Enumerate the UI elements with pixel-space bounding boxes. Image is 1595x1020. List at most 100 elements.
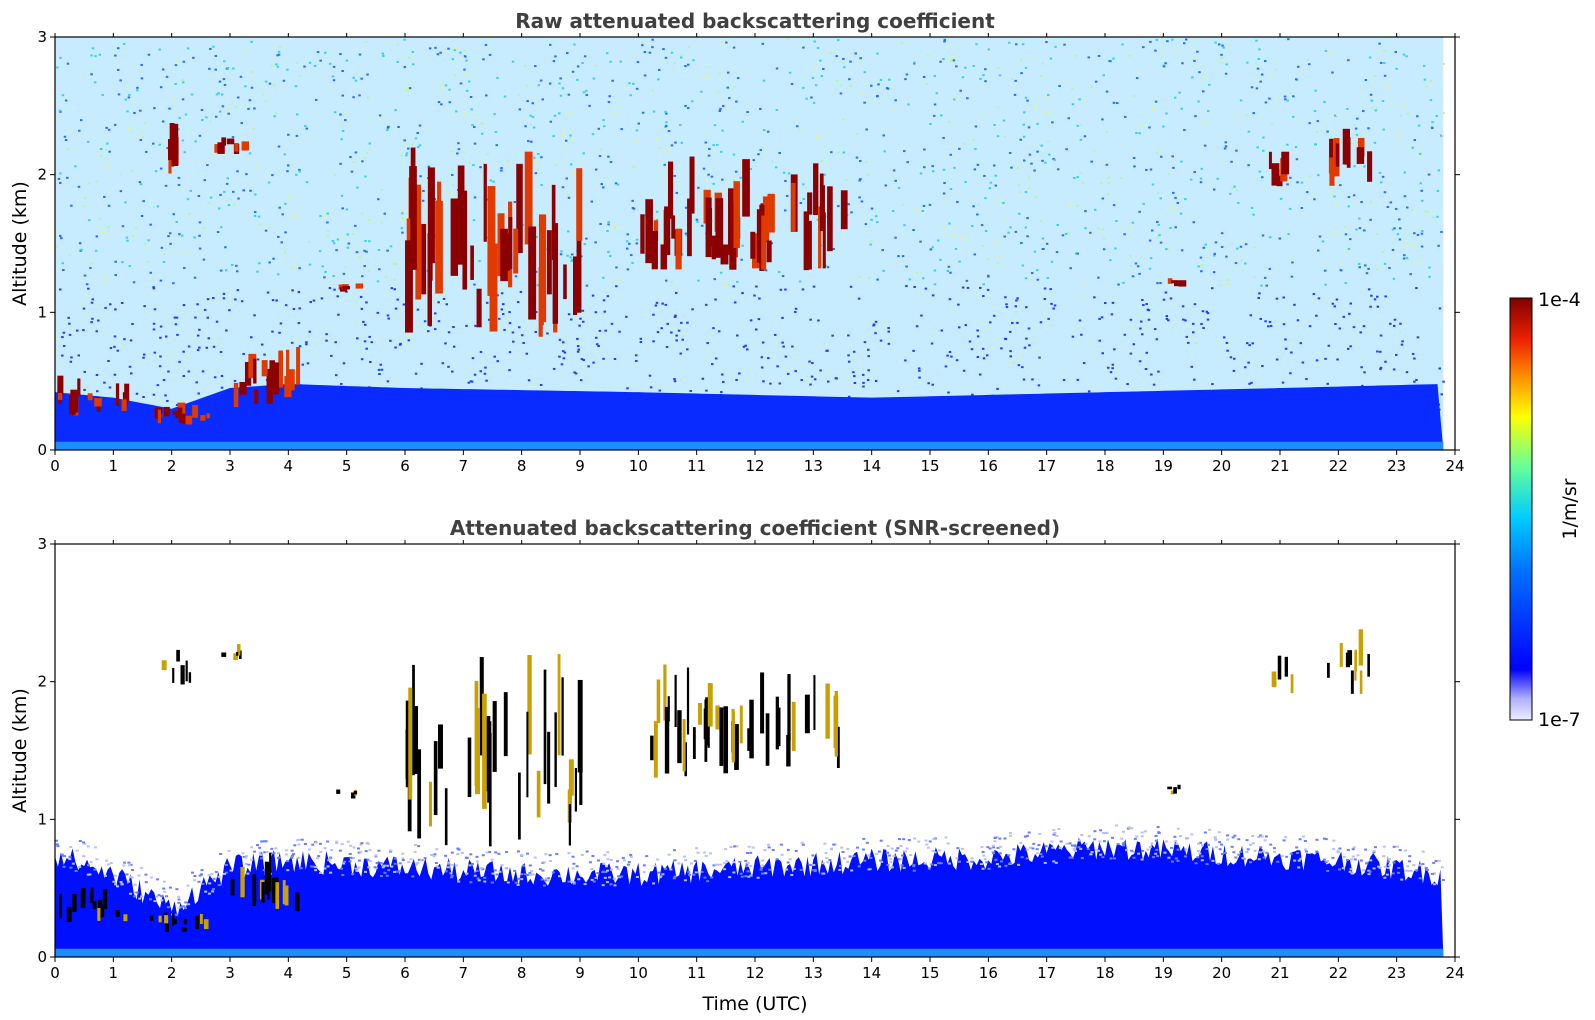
panel-screened: Attenuated backscattering coefficient (S…: [9, 516, 1465, 1015]
noise-speck: [263, 353, 266, 356]
bl-speck: [1239, 850, 1243, 853]
noise-speck: [993, 123, 996, 126]
noise-speck: [119, 173, 122, 176]
bl-speck: [991, 844, 995, 847]
noise-speck: [521, 224, 525, 227]
noise-speck: [1331, 71, 1334, 74]
bl-speck: [738, 860, 742, 863]
noise-speck: [295, 113, 299, 116]
noise-speck: [1381, 175, 1385, 178]
noise-speck: [775, 108, 779, 111]
noise-speck: [1432, 216, 1435, 219]
cloud-patch: [438, 724, 443, 769]
bl-speck: [917, 840, 921, 843]
bl-speck: [874, 853, 878, 856]
bl-speck: [456, 852, 460, 855]
noise-speck: [1249, 314, 1253, 317]
noise-speck: [1417, 124, 1421, 127]
x-tick-label: 12: [745, 964, 764, 982]
bl-speck: [939, 862, 943, 865]
noise-speck: [813, 378, 817, 381]
noise-speck: [166, 147, 169, 150]
noise-speck: [946, 354, 949, 357]
noise-speck: [1021, 264, 1025, 267]
noise-speck: [773, 333, 777, 336]
noise-speck: [66, 176, 69, 179]
x-tick-label: 19: [1154, 457, 1173, 475]
noise-speck: [403, 66, 407, 69]
noise-speck: [809, 318, 812, 321]
noise-speck: [90, 262, 93, 265]
bl-speck: [411, 875, 415, 878]
noise-speck: [77, 185, 81, 188]
noise-speck: [1419, 182, 1422, 185]
bl-speck: [330, 849, 334, 852]
noise-speck: [692, 59, 695, 62]
noise-speck: [1423, 78, 1427, 81]
noise-speck: [1184, 38, 1188, 41]
cloud-patch: [819, 173, 824, 232]
noise-speck: [1164, 291, 1168, 294]
bl-speck: [381, 866, 385, 869]
bl-speck: [457, 848, 461, 851]
noise-speck: [651, 89, 655, 92]
bl-speck: [981, 867, 985, 870]
cloud-patch: [579, 757, 583, 805]
x-tick-label: 15: [920, 964, 939, 982]
bl-speck: [480, 867, 484, 870]
noise-speck: [1082, 362, 1086, 365]
noise-speck: [843, 66, 846, 69]
cloud-patch: [185, 660, 188, 682]
noise-speck: [1370, 294, 1373, 297]
bl-speck: [930, 863, 934, 866]
noise-speck: [1121, 43, 1124, 46]
noise-speck: [558, 82, 561, 85]
bl-speck: [542, 884, 546, 887]
bl-speck: [1120, 837, 1124, 840]
noise-speck: [254, 193, 257, 196]
bl-speck: [119, 881, 123, 884]
noise-speck: [862, 385, 865, 388]
noise-speck: [1308, 325, 1312, 328]
noise-speck: [942, 168, 946, 171]
noise-speck: [552, 367, 556, 370]
cloud-patch: [1178, 280, 1187, 287]
cloud-patch: [660, 244, 668, 270]
panel-raw-axes: 0 1 2 3 4 5 6 7 8 9 10 11 12 13 14 15 16 17 18 19 20 21 22 23 24…: [37, 28, 1464, 475]
noise-speck: [1053, 304, 1057, 307]
bl-speck: [528, 864, 532, 867]
noise-speck: [1323, 102, 1326, 105]
noise-speck: [732, 46, 736, 49]
noise-speck: [1138, 360, 1142, 363]
bl-speck: [1213, 836, 1217, 839]
noise-speck: [496, 76, 499, 79]
bl-speck: [86, 864, 90, 867]
noise-speck: [1229, 356, 1233, 359]
noise-speck: [1260, 73, 1264, 76]
noise-speck: [1135, 132, 1138, 135]
noise-speck: [345, 208, 349, 211]
cloud-patch: [444, 788, 448, 846]
bl-speck: [217, 884, 221, 887]
bl-speck: [931, 849, 935, 852]
noise-speck: [1171, 38, 1174, 41]
noise-speck: [689, 390, 692, 393]
noise-speck: [1178, 91, 1181, 94]
noise-speck: [1301, 361, 1305, 364]
noise-speck: [587, 365, 590, 368]
bl-speck: [542, 861, 546, 864]
noise-speck: [1142, 304, 1145, 307]
noise-speck: [1107, 176, 1110, 179]
noise-speck: [704, 141, 708, 144]
noise-speck: [1177, 50, 1181, 53]
noise-speck: [121, 225, 125, 228]
bl-speck: [1400, 878, 1404, 881]
noise-speck: [931, 294, 935, 297]
bl-speck: [1073, 849, 1077, 852]
noise-speck: [869, 243, 872, 246]
noise-speck: [463, 49, 467, 52]
noise-speck: [202, 227, 206, 230]
noise-speck: [1202, 246, 1206, 249]
bl-speck: [1407, 860, 1411, 863]
noise-speck: [984, 230, 988, 233]
